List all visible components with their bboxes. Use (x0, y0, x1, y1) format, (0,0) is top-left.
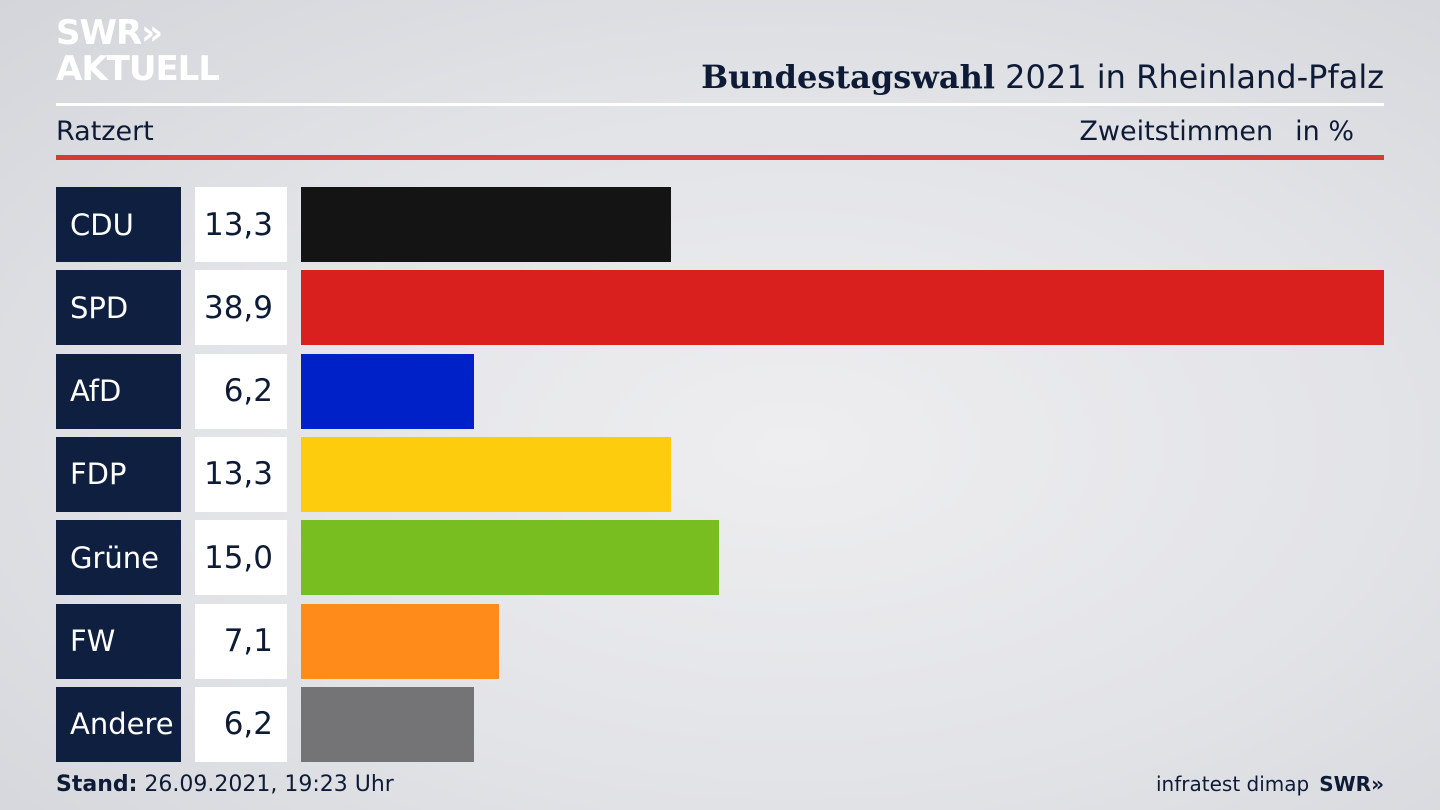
source-credit: infratest dimap SWR» (1156, 772, 1384, 796)
bar-row: FDP 13,3 (56, 436, 1384, 512)
chart-title: Bundestagswahl 2021 in Rheinland-Pfalz (701, 58, 1384, 96)
value-label: 38,9 (195, 270, 287, 346)
bar-row: Grüne 15,0 (56, 520, 1384, 596)
party-label: Andere (56, 686, 181, 762)
bar (301, 353, 474, 429)
bar (301, 686, 474, 762)
party-label: Grüne (56, 520, 181, 596)
value-label: 15,0 (195, 520, 287, 596)
header-divider (56, 103, 1384, 106)
value-label: 7,1 (195, 603, 287, 679)
value-label: 13,3 (195, 187, 287, 262)
bar-row: SPD 38,9 (56, 270, 1384, 346)
chart-subtitle: Ratzert (56, 116, 154, 147)
accent-rule (56, 155, 1384, 160)
party-label: CDU (56, 187, 181, 262)
value-label: 6,2 (195, 686, 287, 762)
party-label: FDP (56, 436, 181, 512)
measure-unit: in % (1295, 116, 1354, 147)
source-name: infratest dimap (1156, 772, 1310, 796)
bar (301, 603, 499, 679)
chart-title-bold: Bundestagswahl (701, 58, 995, 96)
timestamp-label: Stand: (56, 772, 138, 797)
bar-row: Andere 6,2 (56, 686, 1384, 762)
timestamp-value: 26.09.2021, 19:23 Uhr (137, 772, 394, 797)
value-label: 13,3 (195, 436, 287, 512)
chart-title-rest: 2021 in Rheinland-Pfalz (995, 58, 1384, 96)
bar (301, 436, 672, 512)
swr-aktuell-logo: SWR» AKTUELL (56, 13, 220, 89)
bar (301, 270, 1384, 346)
logo-line-1: SWR» (56, 13, 163, 53)
swr-brand-mark: SWR» (1319, 772, 1384, 796)
party-label: SPD (56, 270, 181, 346)
logo-line-2: AKTUELL (56, 49, 220, 89)
bar (301, 187, 672, 262)
measure-name: Zweitstimmen (1079, 116, 1274, 147)
measure-label: Zweitstimmen in % (1079, 116, 1354, 147)
bar-row: CDU 13,3 (56, 187, 1384, 262)
party-label: AfD (56, 353, 181, 429)
bar-row: FW 7,1 (56, 603, 1384, 679)
party-label: FW (56, 603, 181, 679)
bar-row: AfD 6,2 (56, 353, 1384, 429)
timestamp: Stand: 26.09.2021, 19:23 Uhr (56, 772, 394, 797)
bar (301, 520, 719, 596)
value-label: 6,2 (195, 353, 287, 429)
